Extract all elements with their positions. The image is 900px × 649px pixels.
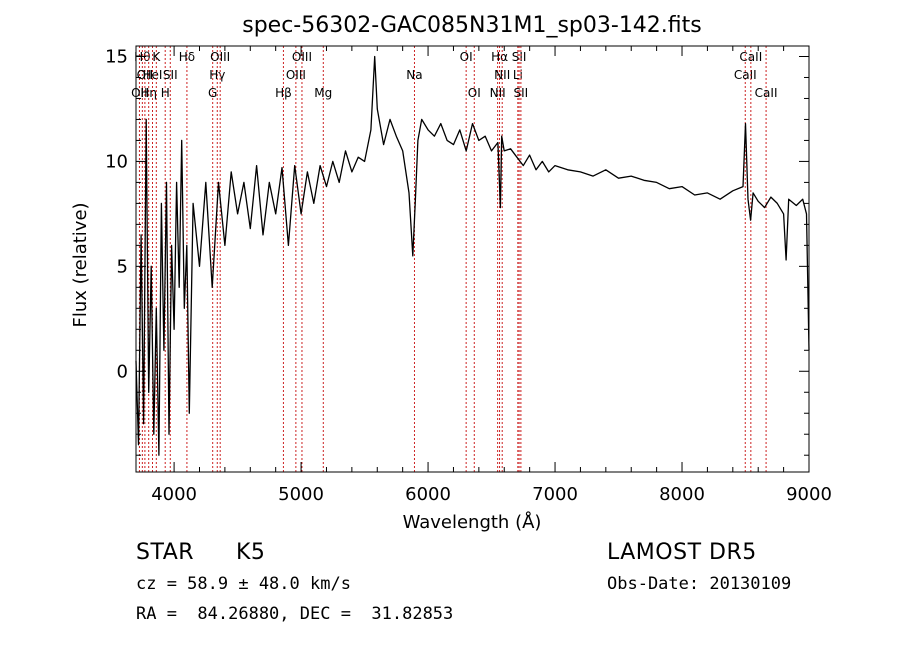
line-marker-label: OI	[468, 86, 481, 100]
y-axis-label: Flux (relative)	[70, 202, 91, 327]
line-marker-label: Hγ	[209, 68, 225, 82]
line-marker-label: Hη	[140, 86, 157, 100]
x-axis-label: Wavelength (Å)	[403, 511, 542, 533]
line-marker-label: G	[208, 86, 217, 100]
redshift-cz: cz = 58.9 ± 48.0 km/s	[136, 574, 351, 594]
line-marker-label: CaII	[755, 86, 778, 100]
line-marker-label: K	[152, 50, 161, 64]
x-tick-label: 5000	[278, 484, 324, 505]
x-tick-label: 7000	[532, 484, 578, 505]
coordinates: RA = 84.26880, DEC = 31.82853	[136, 604, 454, 624]
line-marker-label: Mg	[314, 86, 332, 100]
obs-date: Obs-Date: 20130109	[607, 574, 792, 594]
object-subclass: K5	[236, 540, 266, 565]
chart-title: spec-56302-GAC085N31M1_sp03-142.fits	[242, 13, 702, 38]
x-tick-label: 6000	[405, 484, 451, 505]
line-marker-label: OI	[460, 50, 473, 64]
line-markers: OIIHθOIIHηHeIKHSIIHδGHγOIIIHβOIIIOIIIMgN…	[131, 46, 777, 472]
axes: 4000 5000 6000 7000 8000 9000 0 5 10 15	[105, 46, 832, 505]
x-tick-label: 9000	[786, 484, 832, 505]
y-tick-label: 10	[105, 151, 128, 172]
line-marker-label: CaII	[739, 50, 762, 64]
y-tick-label: 15	[105, 46, 128, 67]
line-marker-label: Li	[513, 68, 523, 82]
plot-frame	[135, 45, 810, 473]
line-marker-label: Hα	[491, 50, 508, 64]
line-marker-label: H	[161, 86, 170, 100]
x-tick-label: 4000	[151, 484, 197, 505]
survey-name: LAMOST DR5	[607, 540, 757, 565]
line-marker-label: OIII	[210, 50, 230, 64]
spectrum-series	[135, 55, 810, 456]
line-marker-label: Hθ	[134, 50, 150, 64]
line-marker-label: SII	[163, 68, 178, 82]
line-marker-label: NII	[494, 68, 510, 82]
y-tick-label: 5	[117, 256, 128, 277]
line-marker-label: NII	[490, 86, 506, 100]
line-marker-label: CaII	[734, 68, 757, 82]
line-marker-label: Hβ	[275, 86, 292, 100]
line-marker-label: Hδ	[179, 50, 195, 64]
line-marker-label: OIII	[286, 68, 306, 82]
spectrum-line	[135, 55, 810, 456]
line-marker-label: OII	[131, 86, 148, 100]
line-marker-label: HeI	[143, 68, 163, 82]
line-marker-label: OIII	[292, 50, 312, 64]
line-marker-label: SII	[514, 86, 529, 100]
line-marker-label: Na	[406, 68, 422, 82]
y-tick-label: 0	[117, 361, 128, 382]
x-tick-label: 8000	[659, 484, 705, 505]
line-marker-label: SII	[512, 50, 527, 64]
object-class: STAR	[136, 540, 195, 565]
